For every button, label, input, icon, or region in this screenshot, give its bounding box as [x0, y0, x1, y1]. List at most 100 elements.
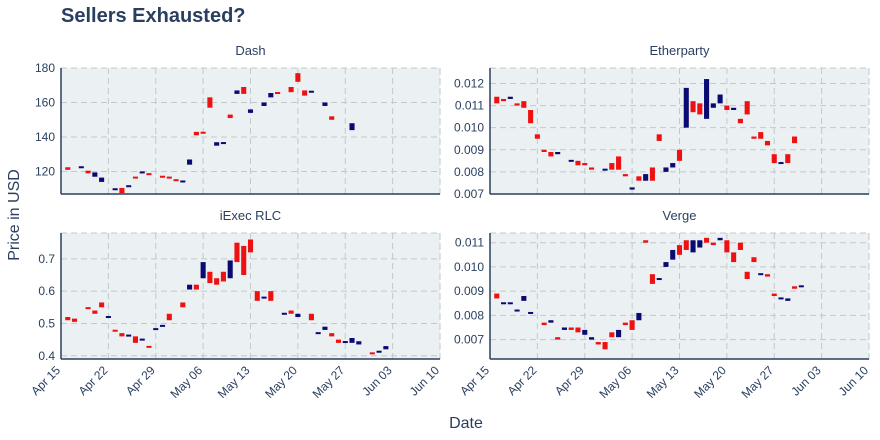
candle-verge: [494, 293, 500, 299]
subplot-title: iExec RLC: [220, 208, 281, 223]
candle-etherparty: [575, 160, 581, 166]
candle-etherparty: [724, 105, 730, 110]
candle-etherparty: [737, 118, 743, 124]
candle-dash: [302, 90, 308, 96]
candle-iexec-rlc: [335, 339, 342, 343]
y-tick-label: 0.7: [38, 252, 55, 266]
candle-verge: [568, 327, 574, 330]
candle-dash: [214, 142, 220, 146]
candle-etherparty: [636, 176, 642, 181]
candle-iexec-rlc: [356, 341, 362, 345]
x-axis-title: Date: [449, 415, 483, 432]
candle-iexec-rlc: [308, 313, 314, 321]
x-tick-label: Apr 29: [552, 363, 587, 398]
candle-etherparty: [778, 162, 784, 165]
candle-etherparty: [649, 167, 655, 181]
subplot-title: Etherparty: [650, 43, 710, 58]
y-tick-label: 0.010: [454, 121, 484, 135]
candle-etherparty: [670, 163, 676, 168]
candle-dash: [234, 90, 240, 94]
candle-etherparty: [528, 110, 534, 124]
x-tick-label: Jun 03: [788, 363, 824, 399]
candle-iexec-rlc: [166, 313, 172, 321]
candle-etherparty: [494, 96, 500, 104]
candle-etherparty: [697, 103, 703, 115]
candle-dash: [173, 179, 179, 182]
candle-verge: [643, 240, 649, 243]
candle-dash: [261, 102, 267, 106]
candle-iexec-rlc: [99, 302, 105, 308]
y-tick-label: 160: [35, 96, 55, 110]
candle-dash: [99, 177, 105, 182]
candle-dash: [349, 123, 355, 131]
candle-iexec-rlc: [112, 329, 118, 332]
candle-iexec-rlc: [329, 333, 335, 337]
candle-dash: [180, 180, 186, 183]
candle-verge: [514, 309, 520, 312]
candle-verge: [575, 327, 581, 333]
x-tick-label: May 06: [597, 363, 635, 401]
candle-iexec-rlc: [261, 296, 267, 299]
candle-etherparty: [588, 167, 595, 170]
x-tick-label: Jun 10: [836, 363, 872, 399]
candle-verge: [663, 262, 669, 267]
candle-verge: [595, 342, 601, 345]
candle-verge: [792, 286, 798, 289]
candle-verge: [582, 329, 588, 335]
x-tick-label: Apr 15: [28, 363, 63, 398]
x-tick-label: May 20: [262, 363, 300, 401]
candle-verge: [758, 273, 764, 276]
candle-etherparty: [602, 168, 608, 171]
candle-verge: [629, 320, 635, 330]
candle-verge: [697, 240, 703, 248]
candle-verge: [724, 240, 730, 253]
candle-verge: [656, 278, 662, 281]
y-tick-label: 140: [35, 130, 55, 144]
candle-etherparty: [501, 98, 507, 102]
candle-iexec-rlc: [315, 332, 321, 335]
y-tick-label: 0.009: [454, 143, 484, 157]
candle-etherparty: [717, 94, 723, 104]
candle-verge: [737, 242, 743, 250]
x-tick-label: Apr 22: [76, 363, 111, 398]
candle-etherparty: [792, 136, 798, 144]
candle-verge: [602, 342, 608, 350]
candle-dash: [207, 97, 213, 108]
candle-verge: [548, 320, 554, 323]
candle-iexec-rlc: [72, 318, 78, 322]
candle-iexec-rlc: [139, 338, 145, 341]
candle-etherparty: [643, 174, 649, 181]
candle-dash: [295, 73, 301, 82]
candle-dash: [268, 93, 274, 98]
candle-dash: [132, 176, 138, 179]
candle-verge: [771, 293, 777, 296]
candle-etherparty: [514, 103, 520, 106]
y-tick-label: 0.010: [454, 260, 484, 274]
candle-dash: [329, 116, 335, 120]
candle-iexec-rlc: [369, 352, 375, 355]
candle-iexec-rlc: [200, 262, 206, 279]
y-axis-title: Price in USD: [6, 169, 23, 261]
y-tick-label: 0.011: [455, 99, 484, 113]
candle-verge: [683, 240, 689, 250]
y-tick-label: 0.011: [455, 236, 484, 250]
x-tick-label: Jun 03: [359, 363, 395, 399]
candle-iexec-rlc: [376, 350, 382, 353]
candle-verge: [710, 242, 716, 246]
candle-iexec-rlc: [234, 242, 240, 263]
candle-verge: [717, 237, 723, 241]
candle-etherparty: [629, 187, 635, 190]
y-tick-label: 0.012: [454, 76, 484, 90]
candle-verge: [561, 327, 567, 330]
candle-iexec-rlc: [383, 346, 389, 350]
candle-etherparty: [555, 152, 561, 155]
candle-iexec-rlc: [159, 324, 166, 327]
candle-iexec-rlc: [322, 326, 328, 330]
candle-etherparty: [676, 149, 683, 161]
chart-title: Sellers Exhausted?: [61, 5, 246, 27]
x-tick-label: Apr 29: [123, 363, 158, 398]
candle-iexec-rlc: [193, 284, 199, 290]
candle-iexec-rlc: [207, 271, 213, 284]
y-tick-label: 0.008: [454, 308, 484, 322]
candle-dash: [112, 188, 118, 191]
